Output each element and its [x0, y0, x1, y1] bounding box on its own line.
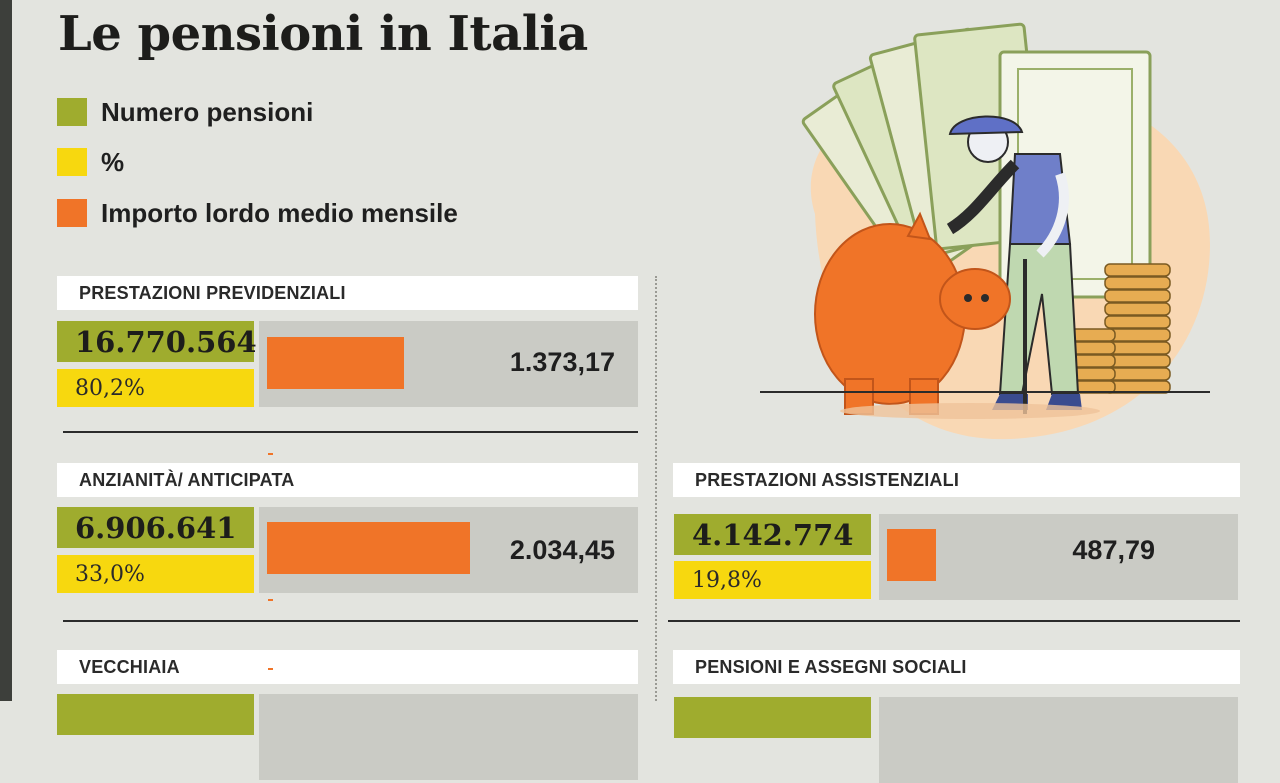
- left-edge-strip: [0, 0, 12, 701]
- number-previdenziali: 16.770.564: [57, 321, 257, 362]
- legend-label: Importo lordo medio mensile: [101, 197, 458, 228]
- number-vecchiaia: [57, 694, 254, 735]
- amount-value-previdenziali: 1.373,17: [509, 347, 615, 377]
- number-sociali: [674, 697, 871, 738]
- legend-label: %: [101, 146, 125, 177]
- number-assistenziali: 4.142.774: [674, 514, 871, 555]
- percent-previdenziali: 80,2%: [57, 369, 254, 407]
- legend-swatch-orange: [57, 199, 87, 227]
- amount-value-anzianita: 2.034,45: [509, 535, 615, 565]
- legend-item-percent: %: [57, 147, 124, 177]
- percent-anzianita: 33,0%: [57, 555, 254, 593]
- section-header-previdenziali: PRESTAZIONI PREVIDENZIALI: [57, 276, 638, 310]
- section-header-vecchiaia: VECCHIAIA: [57, 650, 638, 684]
- divider: [668, 620, 1240, 622]
- dash-mark: [268, 453, 273, 455]
- amount-bar-previdenziali: [267, 337, 404, 389]
- page-title: Le pensioni in Italia: [58, 6, 588, 62]
- divider: [63, 431, 638, 433]
- section-header-anzianita: ANZIANITÀ/ ANTICIPATA: [57, 463, 638, 497]
- amount-panel-vecchiaia: [259, 694, 638, 780]
- amount-bar-assistenziali: [887, 529, 936, 581]
- elderly-man-piggy-bank-icon: [760, 22, 1210, 440]
- percent-assistenziali: 19,8%: [674, 561, 871, 599]
- amount-bar-anzianita: [267, 522, 470, 574]
- legend-item-importo: Importo lordo medio mensile: [57, 198, 458, 228]
- legend-swatch-yellow: [57, 148, 87, 176]
- divider: [63, 620, 638, 622]
- amount-panel-assistenziali: [879, 514, 1238, 600]
- legend-label: Numero pensioni: [101, 96, 314, 127]
- amount-panel-sociali: [879, 697, 1238, 783]
- section-header-assistenziali: PRESTAZIONI ASSISTENZIALI: [673, 463, 1240, 497]
- column-separator: [655, 276, 657, 701]
- legend-swatch-green: [57, 98, 87, 126]
- dash-mark: [268, 599, 273, 601]
- number-anzianita: 6.906.641: [57, 507, 254, 548]
- dash-mark: [268, 668, 273, 670]
- section-header-sociali: PENSIONI E ASSEGNI SOCIALI: [673, 650, 1240, 684]
- legend-item-numero: Numero pensioni: [57, 97, 313, 127]
- amount-value-assistenziali: 487,79: [1072, 535, 1155, 565]
